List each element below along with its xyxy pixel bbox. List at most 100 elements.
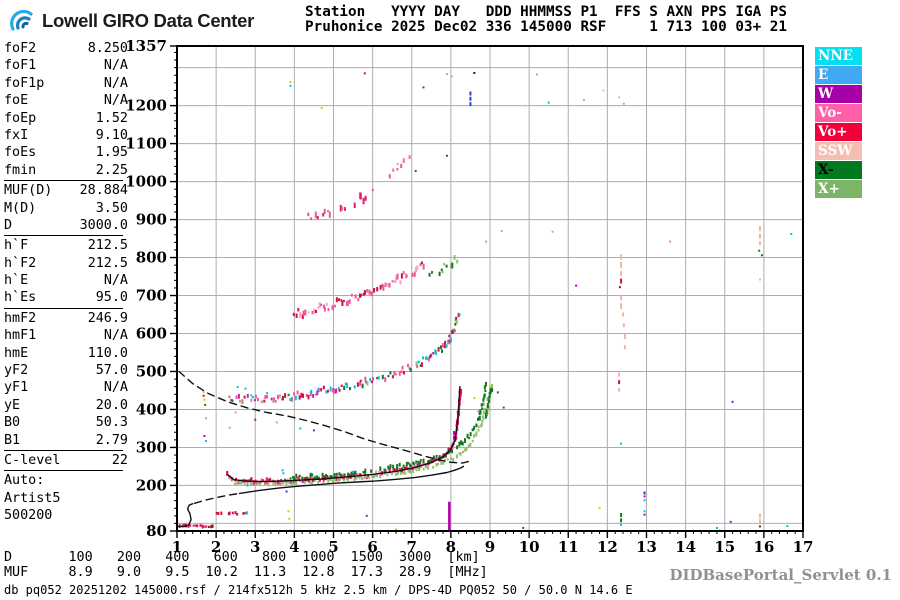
param-value: 1.52 [95,110,128,126]
param-row-foe: foE N/A [4,92,128,109]
param-label: hmF1 [4,328,37,344]
param-label: hmF2 [4,310,37,326]
noise-dots [202,71,793,532]
curve-profile-valley [193,492,241,504]
param-value: N/A [103,58,128,74]
panel-separator [4,235,123,237]
param-value: 3.50 [95,200,128,216]
param-label: yF2 [4,363,29,379]
y-tick-label: 500 [136,362,167,380]
param-label: foF1 [4,58,37,74]
y-tick-label: 300 [136,438,167,456]
y-tick-label: 200 [136,476,167,494]
legend-item-w: W [815,85,862,103]
param-row-hes: h`Es 95.0 [4,289,128,306]
param-value: N/A [103,75,128,91]
param-row-fof1p: foF1p N/A [4,75,128,92]
panel-separator [4,449,123,451]
param-value: 1.95 [95,145,128,161]
legend-item-ssw: SSW [815,142,862,160]
station-header: Station YYYY DAY DDD HHMMSS P1 FFS S AXN… [305,5,787,35]
auto-value: Artist5 [4,490,61,506]
station-header-row2: Pruhonice 2025 Dec02 336 145000 RSF 1 71… [305,19,788,35]
auto-value: 500200 [4,508,53,524]
x-tick-label: 17 [793,538,814,556]
x-tick-label: 5 [328,538,338,556]
legend-item-e: E [815,66,862,84]
x-tick-label: 15 [714,538,735,556]
curve-muf-transmission-curve [178,370,472,464]
x-tick-label: 11 [558,538,579,556]
x-tick-label: 14 [675,538,696,556]
profile-curves [176,370,472,528]
param-label: M(D) [4,200,37,216]
param-row-hme: hmE 110.0 [4,345,128,362]
panel-separator [4,180,123,182]
station-header-row1: Station YYYY DAY DDD HHMMSS P1 FFS S AXN… [305,4,788,20]
plot-frame [170,45,804,538]
param-label: fxI [4,127,29,143]
param-row-hf: h`F 212.5 [4,237,128,254]
param-label: h`F2 [4,255,37,271]
param-value: N/A [103,273,128,289]
param-value: 2.79 [95,432,128,448]
legend-item-nne: NNE [815,47,862,65]
curve-profile-F-region [238,465,465,495]
x-tick-label: 9 [485,538,495,556]
param-label: D [4,217,13,233]
direction-legend: NNE E W Vo- Vo+ SSW X- X+ [815,47,862,199]
param-value: 246.9 [87,310,128,326]
y-tick-label: 900 [136,211,167,229]
param-row-md: M(D) 3.50 [4,200,128,217]
param-row-ye: yE 20.0 [4,397,128,414]
param-value: 28.884 [79,183,128,199]
param-value: 50.3 [95,415,128,431]
panel-separator [4,470,123,472]
curve-trace-fit [227,386,461,483]
param-value: 9.10 [95,127,128,143]
param-row-fmin: fmin 2.25 [4,162,128,179]
param-value: 8.250 [87,41,128,56]
param-label: B0 [4,415,21,431]
y-tick-label: 1000 [125,173,167,191]
param-row-mufd: MUF(D) 28.884 [4,182,128,199]
grid-lines [177,46,803,531]
param-value: 95.0 [95,290,128,306]
logo: Lowell GIRO Data Center [8,7,254,34]
x-tick-label: 1 [172,538,182,556]
param-label: B1 [4,432,21,448]
y-tick-label: 1357 [125,37,167,55]
y-tick-label: 80 [146,522,167,540]
y-tick-label: 700 [136,287,167,305]
param-label: yF1 [4,380,29,396]
param-value: 2.25 [95,162,128,178]
param-label: h`Es [4,290,37,306]
curve-profile-E-region [176,503,194,528]
param-label: MUF(D) [4,183,53,199]
param-value: 20.0 [95,397,128,413]
x-tick-label: 4 [289,538,299,556]
param-label: h`F [4,238,29,254]
param-value: 212.5 [87,238,128,254]
param-label: foE [4,93,29,109]
param-value: 22 [111,452,128,468]
param-row-hf2: h`F2 212.5 [4,255,128,272]
param-row-fof1: foF1 N/A [4,57,128,74]
param-row-b1: B1 2.79 [4,432,128,449]
param-label: C-level [4,452,61,468]
x-tick-label: 13 [636,538,657,556]
x-tick-label: 12 [597,538,618,556]
rfi-bars [448,501,451,531]
param-label: hmE [4,345,29,361]
param-value: 110.0 [87,345,128,361]
param-label: foEs [4,145,37,161]
param-label: foF1p [4,75,45,91]
param-row-foep: foEp 1.52 [4,110,128,127]
param-row-yf2: yF2 57.0 [4,362,128,379]
legend-item-vo: Vo- [815,104,862,122]
param-value: N/A [103,328,128,344]
x-tick-label: 7 [407,538,417,556]
x-tick-label: 3 [250,538,260,556]
parameter-panel: foF2 8.250 foF1 N/A foF1p N/A foE N/A foEp 1.52 fx… [4,40,128,525]
